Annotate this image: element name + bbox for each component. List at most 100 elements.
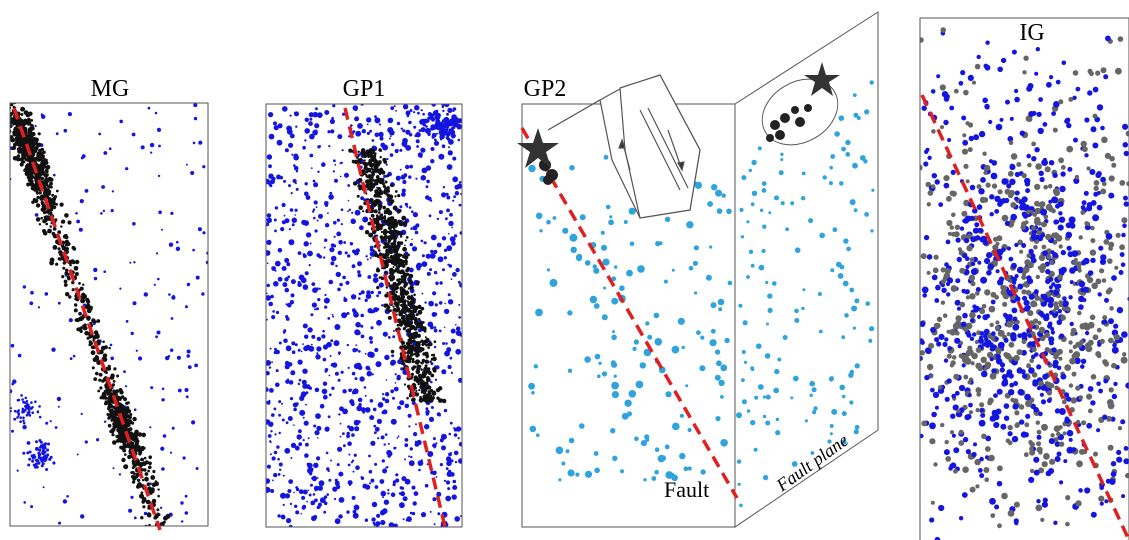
dot (634, 339, 639, 344)
dot (329, 247, 334, 252)
dot (971, 262, 975, 266)
dot (948, 232, 952, 236)
dot (362, 129, 366, 133)
dot (442, 106, 444, 108)
dot (19, 144, 22, 147)
dot (99, 373, 103, 377)
dot (85, 440, 88, 443)
dot (358, 151, 360, 153)
dot (915, 530, 919, 534)
dot (392, 335, 395, 338)
dot (1083, 287, 1089, 293)
dot (1004, 416, 1009, 421)
dot (342, 276, 346, 280)
dot (1000, 424, 1006, 430)
dot (26, 183, 30, 187)
dot (453, 195, 456, 198)
dot (274, 433, 276, 435)
dot (430, 360, 432, 362)
dot (1027, 310, 1033, 316)
dot (413, 294, 416, 297)
dot (291, 341, 295, 345)
dot (32, 457, 35, 460)
dot (148, 455, 152, 459)
dot (391, 419, 397, 425)
dot (324, 294, 326, 296)
dot (946, 292, 950, 296)
dot (71, 281, 74, 284)
dot (962, 219, 966, 223)
dot (285, 218, 290, 223)
dot (132, 437, 135, 440)
dot (790, 396, 793, 399)
dot (353, 388, 359, 394)
dot (1036, 499, 1040, 503)
dot (863, 159, 867, 163)
dot (390, 271, 394, 275)
dot (186, 395, 189, 398)
dot (19, 416, 22, 419)
dot (1005, 221, 1010, 226)
dot (1029, 450, 1035, 456)
dot (415, 423, 417, 425)
dot (293, 164, 296, 167)
dot (1021, 243, 1026, 248)
dot (947, 346, 952, 351)
dot (277, 140, 283, 146)
dot (390, 195, 393, 198)
dot (1015, 423, 1020, 428)
dot (360, 325, 363, 328)
dot (903, 479, 909, 485)
dot (288, 416, 293, 421)
dot (1121, 262, 1126, 267)
dot (422, 113, 425, 116)
dot (309, 154, 313, 158)
dot (87, 318, 90, 321)
dot (110, 344, 113, 347)
dot (355, 377, 358, 380)
dot (684, 466, 689, 471)
dot (288, 184, 291, 187)
dot (943, 313, 948, 318)
dot (637, 265, 645, 273)
dot (969, 293, 975, 299)
dot (447, 471, 453, 477)
dot (1093, 334, 1099, 340)
dot (394, 299, 396, 301)
dot (442, 144, 446, 148)
dot (384, 500, 389, 505)
dot (1014, 410, 1019, 415)
dot (979, 131, 985, 137)
dot (332, 316, 334, 318)
dot (1033, 407, 1039, 413)
dot (1049, 384, 1053, 388)
dot (911, 320, 916, 325)
dot (338, 379, 341, 382)
dot (86, 300, 90, 304)
dot (40, 148, 44, 152)
dot (287, 129, 293, 135)
dot (311, 516, 316, 521)
dot (865, 301, 870, 306)
dot (384, 219, 388, 223)
dot (974, 222, 979, 227)
dot (439, 210, 443, 214)
dot (402, 367, 405, 370)
dot (448, 150, 452, 154)
dot (561, 462, 565, 466)
dot (370, 399, 374, 403)
dot (949, 106, 954, 111)
dot (150, 143, 154, 147)
dot (346, 510, 349, 513)
dot (367, 259, 369, 261)
dot (39, 223, 41, 225)
dot (598, 362, 601, 365)
dot (277, 514, 280, 517)
dot (34, 466, 37, 469)
dot (584, 356, 591, 363)
dot (434, 326, 437, 329)
dot (1091, 200, 1097, 206)
dot (54, 195, 57, 198)
dot (413, 365, 416, 368)
dot (269, 388, 274, 393)
